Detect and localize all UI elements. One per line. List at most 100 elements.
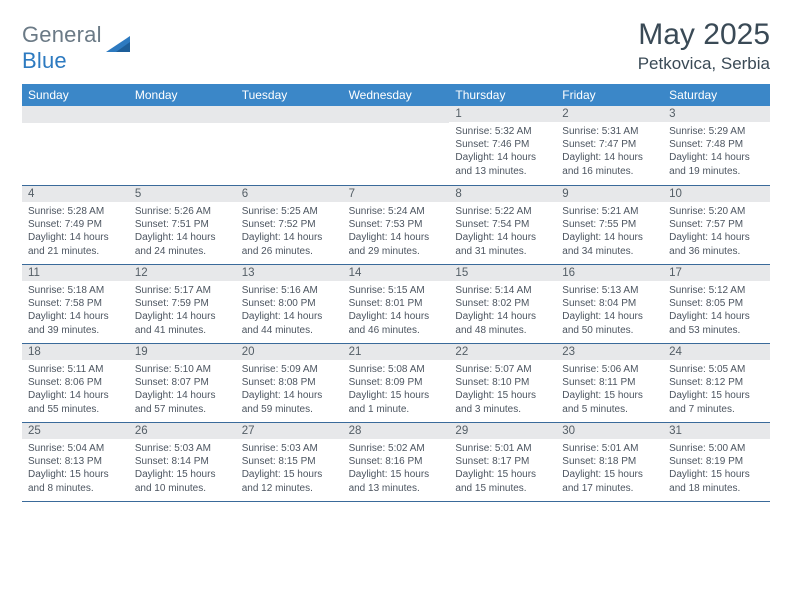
date-number: 15	[449, 265, 556, 281]
sunrise-line: Sunrise: 5:05 AM	[669, 363, 764, 376]
sunrise-line: Sunrise: 5:24 AM	[349, 205, 444, 218]
day-cell: 25Sunrise: 5:04 AMSunset: 8:13 PMDayligh…	[22, 423, 129, 501]
date-number: 21	[343, 344, 450, 360]
day-cell: 21Sunrise: 5:08 AMSunset: 8:09 PMDayligh…	[343, 344, 450, 422]
day-cell: 10Sunrise: 5:20 AMSunset: 7:57 PMDayligh…	[663, 186, 770, 264]
date-number: 25	[22, 423, 129, 439]
day-details: Sunrise: 5:03 AMSunset: 8:14 PMDaylight:…	[129, 439, 236, 501]
sunset-line: Sunset: 8:12 PM	[669, 376, 764, 389]
header: General Blue May 2025 Petkovica, Serbia	[22, 18, 770, 74]
date-number: 5	[129, 186, 236, 202]
date-number: 4	[22, 186, 129, 202]
day-details: Sunrise: 5:01 AMSunset: 8:18 PMDaylight:…	[556, 439, 663, 501]
date-number: 12	[129, 265, 236, 281]
sunrise-line: Sunrise: 5:08 AM	[349, 363, 444, 376]
day-details: Sunrise: 5:05 AMSunset: 8:12 PMDaylight:…	[663, 360, 770, 422]
daylight-line: Daylight: 15 hours and 10 minutes.	[135, 468, 230, 494]
daylight-line: Daylight: 14 hours and 24 minutes.	[135, 231, 230, 257]
sunset-line: Sunset: 7:46 PM	[455, 138, 550, 151]
daylight-line: Daylight: 14 hours and 13 minutes.	[455, 151, 550, 177]
calendar: SundayMondayTuesdayWednesdayThursdayFrid…	[22, 84, 770, 502]
date-number: 9	[556, 186, 663, 202]
location: Petkovica, Serbia	[638, 54, 770, 74]
sunset-line: Sunset: 8:07 PM	[135, 376, 230, 389]
daylight-line: Daylight: 14 hours and 57 minutes.	[135, 389, 230, 415]
daylight-line: Daylight: 15 hours and 5 minutes.	[562, 389, 657, 415]
day-details: Sunrise: 5:25 AMSunset: 7:52 PMDaylight:…	[236, 202, 343, 264]
sunrise-line: Sunrise: 5:31 AM	[562, 125, 657, 138]
date-number	[22, 106, 129, 123]
day-details: Sunrise: 5:08 AMSunset: 8:09 PMDaylight:…	[343, 360, 450, 422]
date-number: 18	[22, 344, 129, 360]
day-details: Sunrise: 5:13 AMSunset: 8:04 PMDaylight:…	[556, 281, 663, 343]
sunset-line: Sunset: 7:57 PM	[669, 218, 764, 231]
daylight-line: Daylight: 14 hours and 41 minutes.	[135, 310, 230, 336]
day-cell: 6Sunrise: 5:25 AMSunset: 7:52 PMDaylight…	[236, 186, 343, 264]
daylight-line: Daylight: 14 hours and 26 minutes.	[242, 231, 337, 257]
day-cell: 20Sunrise: 5:09 AMSunset: 8:08 PMDayligh…	[236, 344, 343, 422]
day-details: Sunrise: 5:03 AMSunset: 8:15 PMDaylight:…	[236, 439, 343, 501]
sunrise-line: Sunrise: 5:10 AM	[135, 363, 230, 376]
date-number: 8	[449, 186, 556, 202]
date-number: 30	[556, 423, 663, 439]
logo: General Blue	[22, 18, 136, 74]
daylight-line: Daylight: 15 hours and 18 minutes.	[669, 468, 764, 494]
day-cell: 30Sunrise: 5:01 AMSunset: 8:18 PMDayligh…	[556, 423, 663, 501]
sunset-line: Sunset: 7:52 PM	[242, 218, 337, 231]
day-cell: 17Sunrise: 5:12 AMSunset: 8:05 PMDayligh…	[663, 265, 770, 343]
date-number: 20	[236, 344, 343, 360]
day-cell: 4Sunrise: 5:28 AMSunset: 7:49 PMDaylight…	[22, 186, 129, 264]
sunset-line: Sunset: 8:16 PM	[349, 455, 444, 468]
sunrise-line: Sunrise: 5:03 AM	[135, 442, 230, 455]
sunrise-line: Sunrise: 5:04 AM	[28, 442, 123, 455]
sunset-line: Sunset: 8:11 PM	[562, 376, 657, 389]
daylight-line: Daylight: 14 hours and 48 minutes.	[455, 310, 550, 336]
sunset-line: Sunset: 8:05 PM	[669, 297, 764, 310]
sunrise-line: Sunrise: 5:18 AM	[28, 284, 123, 297]
day-details: Sunrise: 5:10 AMSunset: 8:07 PMDaylight:…	[129, 360, 236, 422]
day-details: Sunrise: 5:12 AMSunset: 8:05 PMDaylight:…	[663, 281, 770, 343]
daylight-line: Daylight: 14 hours and 55 minutes.	[28, 389, 123, 415]
day-details	[236, 123, 343, 185]
week-row: 4Sunrise: 5:28 AMSunset: 7:49 PMDaylight…	[22, 186, 770, 265]
sunset-line: Sunset: 8:00 PM	[242, 297, 337, 310]
day-details: Sunrise: 5:18 AMSunset: 7:58 PMDaylight:…	[22, 281, 129, 343]
logo-triangle-icon	[106, 34, 136, 61]
daylight-line: Daylight: 15 hours and 15 minutes.	[455, 468, 550, 494]
date-number: 29	[449, 423, 556, 439]
date-number	[236, 106, 343, 123]
sunset-line: Sunset: 7:53 PM	[349, 218, 444, 231]
title-block: May 2025 Petkovica, Serbia	[638, 18, 770, 74]
date-number: 1	[449, 106, 556, 122]
sunset-line: Sunset: 8:01 PM	[349, 297, 444, 310]
daylight-line: Daylight: 14 hours and 53 minutes.	[669, 310, 764, 336]
sunset-line: Sunset: 7:51 PM	[135, 218, 230, 231]
day-details: Sunrise: 5:06 AMSunset: 8:11 PMDaylight:…	[556, 360, 663, 422]
day-details: Sunrise: 5:01 AMSunset: 8:17 PMDaylight:…	[449, 439, 556, 501]
day-cell: 13Sunrise: 5:16 AMSunset: 8:00 PMDayligh…	[236, 265, 343, 343]
day-details: Sunrise: 5:31 AMSunset: 7:47 PMDaylight:…	[556, 122, 663, 184]
day-cell: 28Sunrise: 5:02 AMSunset: 8:16 PMDayligh…	[343, 423, 450, 501]
sunrise-line: Sunrise: 5:02 AM	[349, 442, 444, 455]
date-number: 23	[556, 344, 663, 360]
sunset-line: Sunset: 7:59 PM	[135, 297, 230, 310]
sunset-line: Sunset: 7:58 PM	[28, 297, 123, 310]
sunset-line: Sunset: 8:17 PM	[455, 455, 550, 468]
day-cell: 12Sunrise: 5:17 AMSunset: 7:59 PMDayligh…	[129, 265, 236, 343]
daylight-line: Daylight: 14 hours and 31 minutes.	[455, 231, 550, 257]
daylight-line: Daylight: 15 hours and 8 minutes.	[28, 468, 123, 494]
day-cell: 2Sunrise: 5:31 AMSunset: 7:47 PMDaylight…	[556, 106, 663, 185]
day-details	[22, 123, 129, 185]
logo-text: General Blue	[22, 22, 102, 74]
sunrise-line: Sunrise: 5:01 AM	[562, 442, 657, 455]
logo-word-1: General	[22, 22, 102, 47]
sunrise-line: Sunrise: 5:03 AM	[242, 442, 337, 455]
date-number: 10	[663, 186, 770, 202]
sunrise-line: Sunrise: 5:32 AM	[455, 125, 550, 138]
day-details: Sunrise: 5:14 AMSunset: 8:02 PMDaylight:…	[449, 281, 556, 343]
day-cell	[236, 106, 343, 185]
sunrise-line: Sunrise: 5:01 AM	[455, 442, 550, 455]
day-details: Sunrise: 5:28 AMSunset: 7:49 PMDaylight:…	[22, 202, 129, 264]
daylight-line: Daylight: 14 hours and 29 minutes.	[349, 231, 444, 257]
daylight-line: Daylight: 14 hours and 21 minutes.	[28, 231, 123, 257]
